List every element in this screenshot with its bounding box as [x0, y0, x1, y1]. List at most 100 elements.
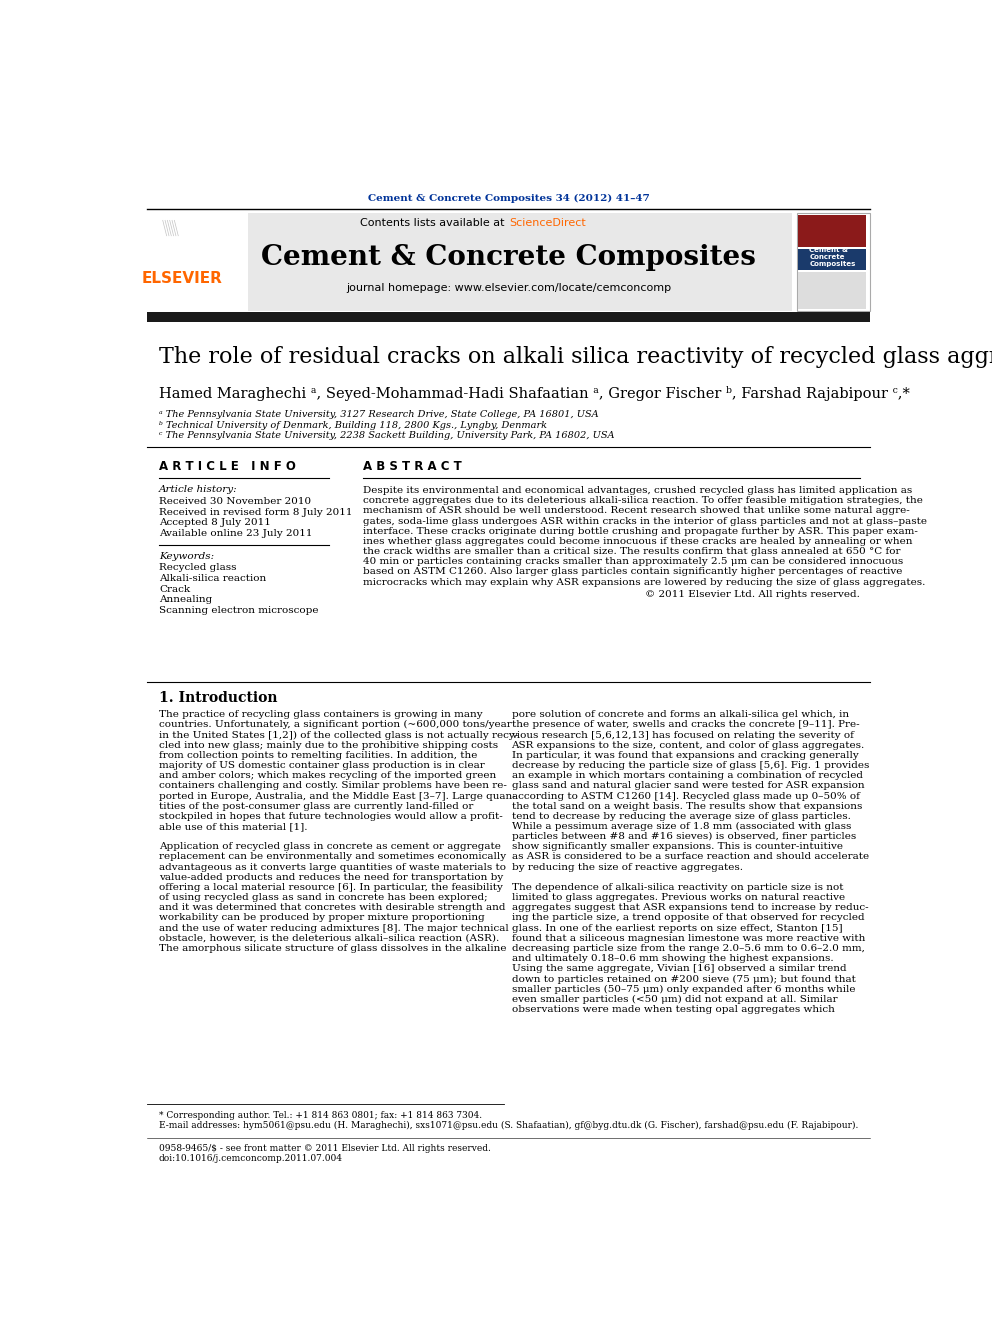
Text: value-added products and reduces the need for transportation by: value-added products and reduces the nee…	[159, 873, 503, 882]
Text: the presence of water, swells and cracks the concrete [9–11]. Pre-: the presence of water, swells and cracks…	[512, 720, 859, 729]
Text: cled into new glass; mainly due to the prohibitive shipping costs: cled into new glass; mainly due to the p…	[159, 741, 498, 750]
Text: aggregates suggest that ASR expansions tend to increase by reduc-: aggregates suggest that ASR expansions t…	[512, 904, 868, 913]
Text: by reducing the size of reactive aggregates.: by reducing the size of reactive aggrega…	[512, 863, 742, 872]
Text: decreasing particle size from the range 2.0–5.6 mm to 0.6–2.0 mm,: decreasing particle size from the range …	[512, 945, 864, 953]
Text: ines whether glass aggregates could become innocuous if these cracks are healed : ines whether glass aggregates could beco…	[363, 537, 913, 546]
Text: from collection points to remelting facilities. In addition, the: from collection points to remelting faci…	[159, 751, 477, 759]
Text: majority of US domestic container glass production is in clear: majority of US domestic container glass …	[159, 761, 485, 770]
Text: Application of recycled glass in concrete as cement or aggregate: Application of recycled glass in concret…	[159, 843, 501, 851]
Text: according to ASTM C1260 [14]. Recycled glass made up 0–50% of: according to ASTM C1260 [14]. Recycled g…	[512, 791, 859, 800]
Text: obstacle, however, is the deleterious alkali–silica reaction (ASR).: obstacle, however, is the deleterious al…	[159, 934, 499, 943]
Text: concrete aggregates due to its deleterious alkali-silica reaction. To offer feas: concrete aggregates due to its deleterio…	[363, 496, 923, 505]
Text: workability can be produced by proper mixture proportioning: workability can be produced by proper mi…	[159, 913, 485, 922]
Text: Cement & Concrete Composites: Cement & Concrete Composites	[261, 243, 756, 271]
Text: and ultimately 0.18–0.6 mm showing the highest expansions.: and ultimately 0.18–0.6 mm showing the h…	[512, 954, 833, 963]
Text: microcracks which may explain why ASR expansions are lowered by reducing the siz: microcracks which may explain why ASR ex…	[363, 578, 926, 586]
Text: mechanism of ASR should be well understood. Recent research showed that unlike s: mechanism of ASR should be well understo…	[363, 507, 910, 516]
Text: gates, soda-lime glass undergoes ASR within cracks in the interior of glass part: gates, soda-lime glass undergoes ASR wit…	[363, 516, 927, 525]
Text: A R T I C L E   I N F O: A R T I C L E I N F O	[159, 460, 296, 474]
Text: ᵃ The Pennsylvania State University, 3127 Research Drive, State College, PA 1680: ᵃ The Pennsylvania State University, 312…	[159, 410, 598, 419]
Text: observations were made when testing opal aggregates which: observations were made when testing opal…	[512, 1005, 834, 1013]
Text: ASR expansions to the size, content, and color of glass aggregates.: ASR expansions to the size, content, and…	[512, 741, 865, 750]
FancyBboxPatch shape	[147, 213, 248, 311]
Text: The amorphous silicate structure of glass dissolves in the alkaline: The amorphous silicate structure of glas…	[159, 945, 506, 953]
Text: in the United States [1,2]) of the collected glass is not actually recy-: in the United States [1,2]) of the colle…	[159, 730, 518, 740]
Text: tend to decrease by reducing the average size of glass particles.: tend to decrease by reducing the average…	[512, 812, 850, 820]
Text: Article history:: Article history:	[159, 486, 237, 495]
Text: The role of residual cracks on alkali silica reactivity of recycled glass aggreg: The role of residual cracks on alkali si…	[159, 347, 992, 368]
Text: down to particles retained on #200 sieve (75 μm); but found that: down to particles retained on #200 sieve…	[512, 975, 855, 983]
Text: The dependence of alkali-silica reactivity on particle size is not: The dependence of alkali-silica reactivi…	[512, 882, 843, 892]
Text: Accepted 8 July 2011: Accepted 8 July 2011	[159, 519, 271, 528]
Text: countries. Unfortunately, a significant portion (~600,000 tons/year: countries. Unfortunately, a significant …	[159, 720, 512, 729]
Text: able use of this material [1].: able use of this material [1].	[159, 822, 308, 831]
Text: A B S T R A C T: A B S T R A C T	[363, 460, 461, 474]
Text: Annealing: Annealing	[159, 595, 212, 605]
Text: * Corresponding author. Tel.: +1 814 863 0801; fax: +1 814 863 7304.: * Corresponding author. Tel.: +1 814 863…	[159, 1110, 482, 1119]
Text: the crack widths are smaller than a critical size. The results confirm that glas: the crack widths are smaller than a crit…	[363, 548, 900, 556]
Text: vious research [5,6,12,13] has focused on relating the severity of: vious research [5,6,12,13] has focused o…	[512, 730, 854, 740]
Text: Using the same aggregate, Vivian [16] observed a similar trend: Using the same aggregate, Vivian [16] ob…	[512, 964, 846, 974]
Text: Recycled glass: Recycled glass	[159, 564, 236, 572]
Text: Cement & Concrete Composites 34 (2012) 41–47: Cement & Concrete Composites 34 (2012) 4…	[367, 194, 650, 204]
Text: ᶜ The Pennsylvania State University, 2238 Sackett Building, University Park, PA : ᶜ The Pennsylvania State University, 223…	[159, 431, 614, 441]
Text: Despite its environmental and economical advantages, crushed recycled glass has : Despite its environmental and economical…	[363, 486, 912, 495]
Text: 40 min or particles containing cracks smaller than approximately 2.5 μm can be c: 40 min or particles containing cracks sm…	[363, 557, 903, 566]
FancyBboxPatch shape	[799, 273, 866, 308]
Text: limited to glass aggregates. Previous works on natural reactive: limited to glass aggregates. Previous wo…	[512, 893, 844, 902]
Text: and it was determined that concretes with desirable strength and: and it was determined that concretes wit…	[159, 904, 505, 913]
Text: Hamed Maraghechi ᵃ, Seyed-Mohammad-Hadi Shafaatian ᵃ, Gregor Fischer ᵇ, Farshad : Hamed Maraghechi ᵃ, Seyed-Mohammad-Hadi …	[159, 386, 910, 401]
Text: ported in Europe, Australia, and the Middle East [3–7]. Large quan-: ported in Europe, Australia, and the Mid…	[159, 791, 516, 800]
Text: © 2011 Elsevier Ltd. All rights reserved.: © 2011 Elsevier Ltd. All rights reserved…	[646, 590, 860, 599]
Text: ScienceDirect: ScienceDirect	[509, 218, 586, 228]
Text: found that a siliceous magnesian limestone was more reactive with: found that a siliceous magnesian limesto…	[512, 934, 865, 943]
Text: ELSEVIER: ELSEVIER	[142, 271, 222, 286]
Text: ᵇ Technical University of Denmark, Building 118, 2800 Kgs., Lyngby, Denmark: ᵇ Technical University of Denmark, Build…	[159, 421, 547, 430]
Text: and amber colors; which makes recycling of the imported green: and amber colors; which makes recycling …	[159, 771, 496, 781]
Text: glass. In one of the earliest reports on size effect, Stanton [15]: glass. In one of the earliest reports on…	[512, 923, 842, 933]
Text: journal homepage: www.elsevier.com/locate/cemconcomp: journal homepage: www.elsevier.com/locat…	[346, 283, 671, 294]
FancyBboxPatch shape	[797, 213, 870, 311]
Text: containers challenging and costly. Similar problems have been re-: containers challenging and costly. Simil…	[159, 782, 507, 790]
FancyBboxPatch shape	[147, 213, 792, 311]
Text: Crack: Crack	[159, 585, 190, 594]
FancyBboxPatch shape	[147, 312, 870, 321]
Text: In particular, it was found that expansions and cracking generally: In particular, it was found that expansi…	[512, 751, 858, 759]
Text: offering a local material resource [6]. In particular, the feasibility: offering a local material resource [6]. …	[159, 882, 503, 892]
Text: The practice of recycling glass containers is growing in many: The practice of recycling glass containe…	[159, 710, 482, 720]
Text: show significantly smaller expansions. This is counter-intuitive: show significantly smaller expansions. T…	[512, 843, 842, 851]
Text: an example in which mortars containing a combination of recycled: an example in which mortars containing a…	[512, 771, 862, 781]
Text: Contents lists available at: Contents lists available at	[360, 218, 509, 228]
Text: based on ASTM C1260. Also larger glass particles contain significantly higher pe: based on ASTM C1260. Also larger glass p…	[363, 568, 902, 577]
Text: Received in revised form 8 July 2011: Received in revised form 8 July 2011	[159, 508, 352, 517]
Text: advantageous as it converts large quantities of waste materials to: advantageous as it converts large quanti…	[159, 863, 506, 872]
Text: glass sand and natural glacier sand were tested for ASR expansion: glass sand and natural glacier sand were…	[512, 782, 864, 790]
Text: pore solution of concrete and forms an alkali-silica gel which, in: pore solution of concrete and forms an a…	[512, 710, 848, 720]
Text: as ASR is considered to be a surface reaction and should accelerate: as ASR is considered to be a surface rea…	[512, 852, 869, 861]
Text: replacement can be environmentally and sometimes economically: replacement can be environmentally and s…	[159, 852, 506, 861]
Text: While a pessimum average size of 1.8 mm (associated with glass: While a pessimum average size of 1.8 mm …	[512, 822, 851, 831]
FancyBboxPatch shape	[799, 249, 866, 270]
FancyBboxPatch shape	[799, 214, 866, 247]
Text: even smaller particles (<50 μm) did not expand at all. Similar: even smaller particles (<50 μm) did not …	[512, 995, 837, 1004]
Text: Cement &
Concrete
Composites: Cement & Concrete Composites	[809, 247, 855, 267]
Text: the total sand on a weight basis. The results show that expansions: the total sand on a weight basis. The re…	[512, 802, 862, 811]
Text: E-mail addresses: hym5061@psu.edu (H. Maraghechi), sxs1071@psu.edu (S. Shafaatia: E-mail addresses: hym5061@psu.edu (H. Ma…	[159, 1121, 858, 1130]
Text: of using recycled glass as sand in concrete has been explored;: of using recycled glass as sand in concr…	[159, 893, 487, 902]
Text: Scanning electron microscope: Scanning electron microscope	[159, 606, 318, 615]
Text: interface. These cracks originate during bottle crushing and propagate further b: interface. These cracks originate during…	[363, 527, 918, 536]
Text: 0958-9465/$ - see front matter © 2011 Elsevier Ltd. All rights reserved.: 0958-9465/$ - see front matter © 2011 El…	[159, 1143, 491, 1152]
Text: Received 30 November 2010: Received 30 November 2010	[159, 497, 311, 505]
Text: Keywords:: Keywords:	[159, 552, 214, 561]
Text: decrease by reducing the particle size of glass [5,6]. Fig. 1 provides: decrease by reducing the particle size o…	[512, 761, 869, 770]
Text: tities of the post-consumer glass are currently land-filled or: tities of the post-consumer glass are cu…	[159, 802, 473, 811]
Text: stockpiled in hopes that future technologies would allow a profit-: stockpiled in hopes that future technolo…	[159, 812, 503, 820]
Text: and the use of water reducing admixtures [8]. The major technical: and the use of water reducing admixtures…	[159, 923, 509, 933]
Text: doi:10.1016/j.cemconcomp.2011.07.004: doi:10.1016/j.cemconcomp.2011.07.004	[159, 1154, 343, 1163]
Text: particles between #8 and #16 sieves) is observed, finer particles: particles between #8 and #16 sieves) is …	[512, 832, 856, 841]
Text: smaller particles (50–75 μm) only expanded after 6 months while: smaller particles (50–75 μm) only expand…	[512, 984, 855, 994]
Text: Available online 23 July 2011: Available online 23 July 2011	[159, 529, 312, 538]
Text: Alkali-silica reaction: Alkali-silica reaction	[159, 574, 266, 583]
Text: 1. Introduction: 1. Introduction	[159, 691, 278, 705]
Text: ing the particle size, a trend opposite of that observed for recycled: ing the particle size, a trend opposite …	[512, 913, 864, 922]
